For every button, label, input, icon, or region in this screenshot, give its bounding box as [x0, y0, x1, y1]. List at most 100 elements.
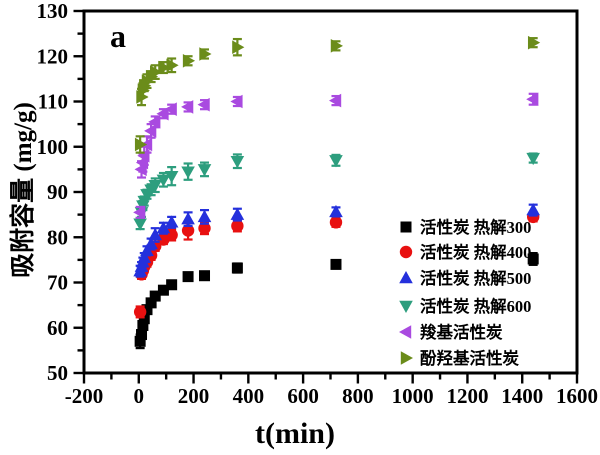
data-point-marker: [181, 224, 195, 237]
legend-label: 活性炭 热解300: [420, 217, 531, 237]
data-point-marker: [149, 290, 161, 302]
legend-marker: [400, 221, 412, 233]
data-point-marker: [232, 40, 245, 54]
data-point-marker: [158, 60, 171, 75]
series-4: [133, 92, 539, 220]
data-point-marker: [166, 279, 178, 291]
x-tick-label: 200: [178, 384, 210, 408]
data-point-marker: [133, 205, 146, 220]
y-axis: 50 60 70 80 90 100 110 120 130: [37, 0, 83, 385]
legend-marker: [399, 245, 413, 259]
y-tick-label: 80: [47, 225, 68, 249]
data-point-marker: [329, 155, 343, 168]
data-point-marker: [526, 152, 540, 166]
x-tick-label: 600: [287, 384, 319, 408]
data-point-marker: [133, 305, 147, 319]
data-point-marker: [197, 97, 210, 112]
data-point-marker: [197, 209, 212, 223]
x-tick-label: 800: [342, 384, 374, 408]
data-point-marker: [134, 335, 146, 347]
data-point-marker: [181, 100, 194, 114]
data-point-marker: [145, 297, 157, 309]
data-point-marker: [148, 227, 163, 241]
data-point-marker: [181, 212, 195, 225]
data-point-marker: [148, 115, 161, 129]
data-point-marker: [198, 222, 211, 235]
data-point-marker: [197, 164, 212, 177]
data-point-marker: [136, 329, 148, 341]
legend: 活性炭 热解300 活性炭 热解400 活性炭 热解500 活性炭 热解600 羧基活性…: [399, 217, 531, 368]
legend-item: 活性炭 热解600: [399, 296, 531, 316]
data-point-marker: [148, 180, 163, 193]
legend-label: 酚羟基活性炭: [420, 348, 520, 368]
x-tick-label: 0: [134, 384, 145, 408]
data-point-marker: [138, 313, 150, 325]
legend-item: 酚羟基活性炭: [400, 348, 520, 368]
legend-label: 活性炭 热解500: [420, 268, 531, 288]
y-tick-label: 50: [47, 361, 68, 385]
y-tick-label: 60: [47, 316, 68, 340]
legend-marker: [400, 351, 413, 365]
data-point-marker: [182, 271, 194, 283]
data-point-marker: [164, 215, 179, 228]
data-point-marker: [330, 258, 342, 270]
legend-label: 活性炭 热解400: [420, 242, 531, 262]
y-axis-title: 吸附容量 (mg/g): [10, 102, 37, 278]
data-point-marker: [199, 270, 211, 282]
y-tick-label: 100: [37, 135, 69, 159]
series-2: [133, 203, 540, 278]
data-point-marker: [157, 284, 169, 296]
data-point-marker: [231, 262, 243, 274]
data-point-marker: [330, 39, 343, 53]
series-0: [134, 251, 539, 350]
legend-label: 活性炭 热解600: [420, 296, 531, 316]
data-point-marker: [231, 219, 244, 233]
y-tick-label: 120: [37, 44, 69, 68]
data-point-marker: [526, 92, 539, 107]
data-point-marker: [329, 216, 343, 229]
y-tick-label: 90: [47, 180, 68, 204]
legend-marker: [399, 271, 413, 284]
legend-marker: [399, 300, 413, 313]
data-point-marker: [156, 174, 171, 187]
y-tick-label: 110: [38, 90, 68, 114]
data-point-marker: [329, 204, 343, 218]
x-axis: -200 0 200 400 600 800 1000 1200 1400 1600: [65, 374, 598, 408]
data-point-marker: [141, 304, 153, 316]
panel-label: a: [110, 18, 126, 54]
legend-item: 活性炭 热解500: [399, 268, 531, 288]
data-point-marker: [182, 53, 196, 68]
data-point-marker: [133, 218, 147, 231]
x-axis-title: t(min): [255, 417, 335, 450]
data-point-marker: [166, 58, 179, 73]
y-tick-label: 70: [47, 271, 68, 295]
data-point-marker: [181, 166, 195, 179]
data-point-marker: [527, 253, 539, 265]
data-point-marker: [137, 319, 149, 331]
legend-label: 羧基活性炭: [420, 322, 503, 342]
legend-item: 活性炭 热解400: [399, 242, 531, 262]
data-point-marker: [230, 207, 245, 220]
data-point-marker: [230, 156, 245, 169]
data-point-marker: [164, 170, 179, 184]
data-point-marker: [526, 203, 540, 216]
x-tick-label: 1200: [446, 384, 488, 408]
legend-item: 活性炭 热解300: [400, 217, 531, 237]
data-point-marker: [156, 221, 171, 234]
x-tick-label: 400: [233, 384, 265, 408]
series-5: [134, 35, 541, 154]
legend-item: 羧基活性炭: [399, 322, 503, 342]
legend-marker: [399, 325, 412, 339]
x-tick-label: 1000: [392, 384, 434, 408]
data-point-marker: [230, 94, 243, 109]
x-tick-label: 1400: [501, 384, 543, 408]
data-point-marker: [156, 106, 169, 121]
plot-frame: [82, 9, 579, 375]
data-point-marker: [199, 47, 212, 61]
x-tick-label: 1600: [556, 384, 598, 408]
data-point-marker: [150, 65, 163, 79]
data-point-marker: [328, 93, 342, 108]
data-point-marker: [137, 250, 152, 263]
